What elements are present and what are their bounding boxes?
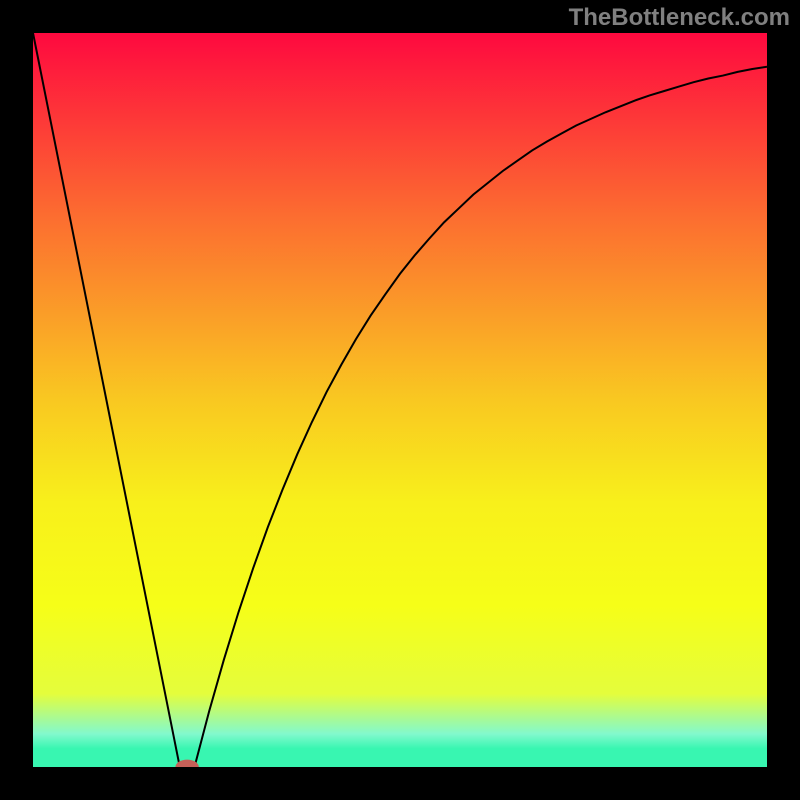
plot-background — [33, 33, 767, 767]
watermark-label: TheBottleneck.com — [569, 4, 790, 32]
chart-frame: TheBottleneck.com — [0, 0, 800, 800]
chart-svg — [0, 0, 800, 800]
